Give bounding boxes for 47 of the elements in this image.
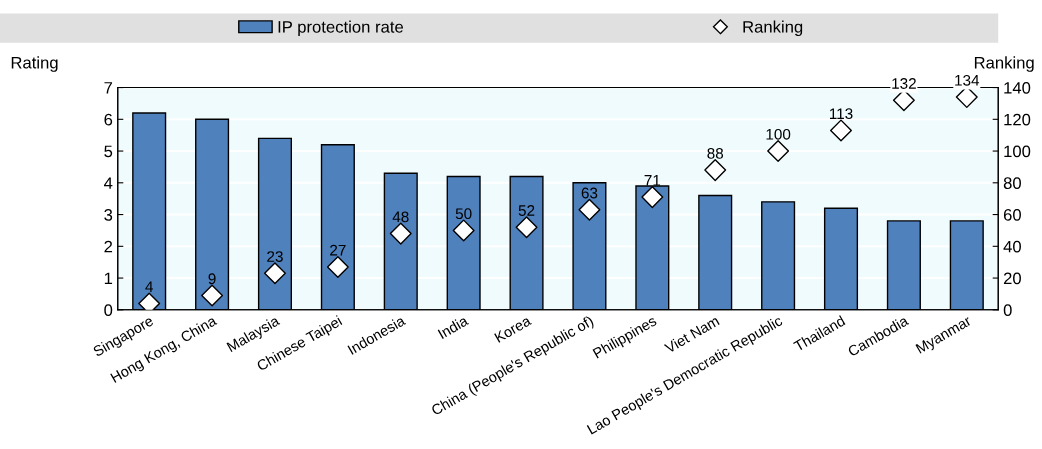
y-tick-label: 2 [104,240,113,253]
data-label: 50 [455,208,472,220]
point [767,140,790,163]
y2-tick-label: 40 [1003,240,1021,253]
y2-tick-label: 100 [1004,145,1031,158]
data-label: 4 [145,281,153,292]
point [578,198,601,221]
data-label: 113 [829,108,853,120]
y2-tick-label: 20 [1003,272,1021,285]
y2-tick-label: 60 [1003,208,1021,221]
y-tick-label: 5 [104,145,113,158]
data-label: 132 [892,78,916,89]
y2-tick-label: 140 [1004,81,1031,94]
y-tick-label: 0 [104,304,113,317]
y2-tick-label: 80 [1003,177,1021,190]
data-label: 71 [644,175,661,186]
data-label: 27 [330,244,346,256]
data-label: 52 [518,205,535,216]
data-label: 134 [955,74,980,86]
data-label: 100 [766,128,791,140]
point [201,284,224,307]
point [641,186,664,209]
y-tick-label: 7 [104,82,113,94]
y2-tick-label: 0 [1003,304,1012,317]
legend-label: Ranking [743,20,803,37]
y-tick-label: 3 [104,208,113,221]
point [326,255,349,278]
point [704,159,727,182]
y-axis-title: Rating [11,56,58,72]
point [830,119,853,142]
point [389,222,412,245]
data-label: 23 [267,251,283,262]
point [955,87,978,109]
point [515,216,538,239]
data-label: 9 [208,273,216,285]
data-label: 63 [581,187,598,199]
y-tick-label: 4 [104,177,113,189]
legend-label: IP protection rate [278,20,404,37]
point [263,262,286,285]
y2-tick-label: 120 [1004,113,1031,126]
x-tick-label: India [437,314,470,340]
data-label: 88 [707,147,724,159]
y2-axis-title: Ranking [974,56,1034,72]
y-tick-label: 6 [104,113,113,126]
y-tick-label: 1 [104,272,113,285]
data-label: 48 [392,211,409,223]
point [452,219,475,242]
